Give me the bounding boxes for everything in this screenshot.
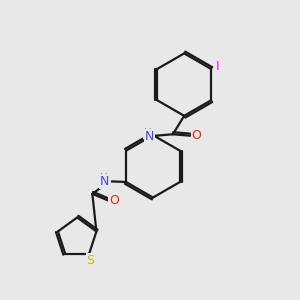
Text: H: H	[144, 128, 152, 138]
Text: S: S	[86, 254, 94, 267]
Text: I: I	[216, 60, 220, 73]
Text: N: N	[100, 176, 110, 188]
Text: N: N	[145, 130, 154, 143]
Text: H: H	[100, 173, 108, 183]
Text: O: O	[192, 129, 202, 142]
Text: O: O	[110, 194, 119, 207]
